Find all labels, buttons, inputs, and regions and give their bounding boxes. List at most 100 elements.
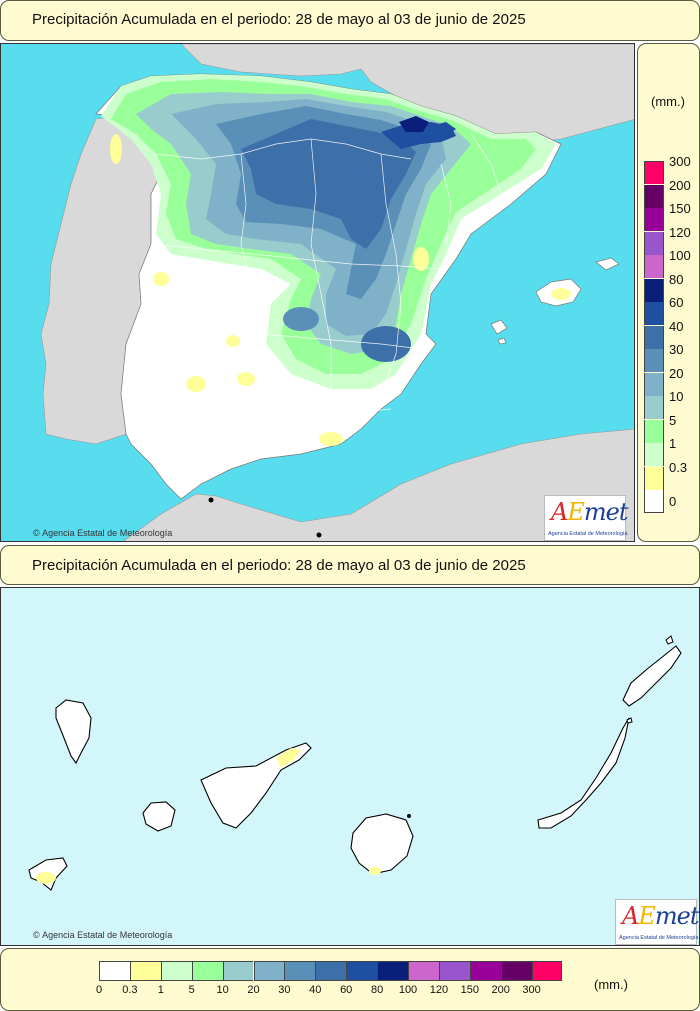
legend-horizontal: 0 0.3 1 5 10 20 30 40 60 80 100 120 150 200 300 (mm.) <box>0 948 700 1011</box>
legend-label: 300 <box>669 154 691 169</box>
legend-label: 80 <box>669 271 684 287</box>
legend-label: 20 <box>669 365 684 381</box>
legend-label: 200 <box>491 984 510 996</box>
legend-swatch <box>644 278 664 302</box>
legend-swatch <box>644 208 664 231</box>
precip-band-30b <box>283 307 319 331</box>
legend-label: 60 <box>340 984 353 996</box>
legend-label: 5 <box>669 412 677 428</box>
legend-swatch <box>644 396 664 419</box>
lanzarote-island <box>622 645 682 707</box>
legend-label: 20 <box>247 984 260 996</box>
legend-vertical-class: 5 <box>644 413 698 443</box>
lobos-island <box>626 717 633 724</box>
legend-vertical-class: 20 <box>644 366 698 396</box>
precip-spot-1 <box>186 376 206 392</box>
aemet-logo-bottom: AEmet Agencia Estatal de Meteorología <box>615 899 699 945</box>
la-graciosa-island <box>665 635 674 645</box>
legend-vertical: (mm.) 300 200 150 120 100 80 60 40 30 20 10 5 1 0.3 0 <box>637 43 700 542</box>
legend-swatch <box>500 961 532 981</box>
legend-vertical-class: 80 <box>644 272 698 302</box>
precip-spot-5 <box>413 247 429 271</box>
legend-vertical-class: 100 <box>644 248 698 278</box>
map-peninsula[interactable]: © Agencia Estatal de Meteorología AEmet … <box>0 43 635 542</box>
legend-swatch <box>644 466 664 490</box>
fuerteventura-island <box>537 717 630 829</box>
formentera-land <box>497 337 507 345</box>
legend-swatch <box>644 325 664 349</box>
gran-canaria-precip <box>369 867 381 875</box>
mallorca-precip <box>551 288 571 300</box>
legend-vertical-class: 40 <box>644 319 698 349</box>
legend-vertical-class: 0 <box>644 490 698 513</box>
legend-label: 5 <box>188 984 195 996</box>
legend-label: 0.3 <box>122 984 138 996</box>
legend-swatch <box>531 961 563 981</box>
legend-label: 60 <box>669 295 684 310</box>
legend-swatch <box>644 161 664 184</box>
legend-label: 1 <box>669 436 677 451</box>
precip-spot-3 <box>319 432 343 446</box>
aemet-logo-subtitle-top: Agencia Estatal de Meteorología <box>548 531 628 537</box>
legend-label: 40 <box>669 318 684 334</box>
precip-band-80 <box>399 116 429 132</box>
precip-band-40b <box>361 326 411 362</box>
legend-swatch <box>191 961 223 981</box>
legend-label: 100 <box>669 248 691 263</box>
legend-swatch <box>160 961 192 981</box>
legend-label: 120 <box>429 984 449 996</box>
legend-label: 80 <box>370 984 384 996</box>
legend-label: 0.3 <box>669 459 688 475</box>
title-banner-canarias: Precipitación Acumulada en el periodo: 2… <box>0 545 700 585</box>
legend-vertical-class: 0.3 <box>644 460 698 490</box>
legend-swatch <box>315 961 347 981</box>
title-banner-peninsula: Precipitación Acumulada en el periodo: 2… <box>0 0 700 41</box>
legend-vertical-class: 200 <box>644 178 698 208</box>
legend-unit-vertical: (mm.) <box>651 94 685 109</box>
legend-label: 10 <box>216 984 229 996</box>
legend-swatch <box>438 961 470 981</box>
legend-vertical-class: 300 <box>644 154 698 184</box>
legend-swatch <box>284 961 316 981</box>
legend-label: 0 <box>95 984 103 996</box>
legend-swatch <box>346 961 378 981</box>
precip-spot-7 <box>153 272 169 286</box>
la-gomera-island <box>142 801 176 832</box>
precip-spot-6 <box>110 134 122 164</box>
legend-label: 30 <box>278 984 291 996</box>
legend-swatch <box>644 372 664 396</box>
tenerife-precip <box>276 748 301 768</box>
legend-vertical-class: 10 <box>644 389 698 419</box>
legend-unit-horizontal: (mm.) <box>594 977 628 992</box>
africa-land <box>123 428 634 541</box>
copyright-top: © Agencia Estatal de Meteorología <box>33 528 173 538</box>
legend-vertical-class: 1 <box>644 436 698 466</box>
aemet-logo-subtitle-bottom: Agencia Estatal de Meteorología <box>619 935 699 941</box>
legend-swatch <box>377 961 408 981</box>
legend-swatch <box>469 961 501 981</box>
precip-band-60b <box>431 122 456 136</box>
melilla-marker <box>316 532 322 538</box>
legend-label: 150 <box>460 984 479 996</box>
legend-swatch <box>644 349 664 372</box>
map-canarias[interactable]: © Agencia Estatal de Meteorología AEmet … <box>0 587 700 946</box>
map-title-canarias: Precipitación Acumulada en el periodo: 2… <box>32 557 526 574</box>
precip-spot-2 <box>237 372 255 386</box>
legend-vertical-class: 30 <box>644 342 698 372</box>
aemet-logo-top: AEmet Agencia Estatal de Meteorología <box>544 495 628 541</box>
legend-swatch <box>99 961 130 981</box>
legend-swatch <box>644 255 664 278</box>
la-palma-island <box>55 699 92 765</box>
canarias-map-canvas <box>28 635 682 891</box>
legend-label: 10 <box>669 389 684 404</box>
copyright-text-bottom: Agencia Estatal de Meteorología <box>42 930 173 940</box>
legend-swatch <box>408 961 439 981</box>
legend-swatch <box>253 961 285 981</box>
legend-vertical-class: 60 <box>644 295 698 325</box>
legend-swatch <box>222 961 254 981</box>
menorca-land <box>595 257 620 271</box>
copyright-bottom: © Agencia Estatal de Meteorología <box>33 930 173 940</box>
el-hierro-precip <box>36 872 56 884</box>
copyright-text-top: Agencia Estatal de Meteorología <box>42 528 173 538</box>
legend-label: 200 <box>669 177 691 193</box>
